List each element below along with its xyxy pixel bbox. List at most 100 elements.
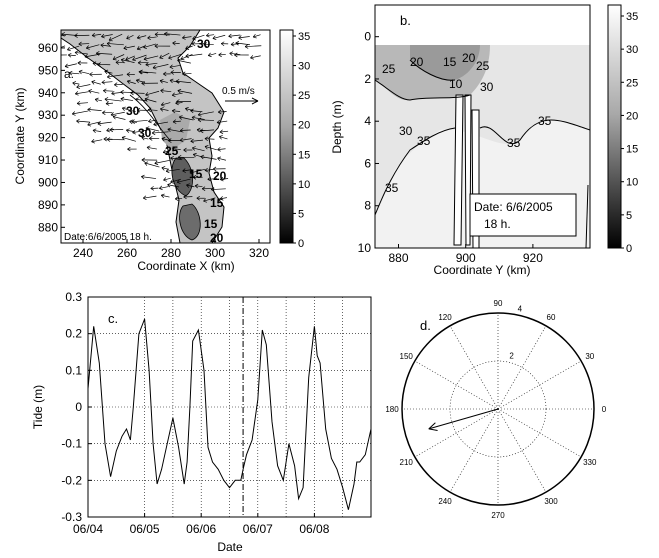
- panel-c-ytick-label: 0.1: [65, 363, 82, 377]
- polar-angle-label: 120: [438, 313, 452, 322]
- polar-angle-label: 150: [400, 352, 414, 361]
- polar-spoke: [415, 361, 498, 409]
- panel-b-contour-label: 35: [538, 114, 552, 128]
- panel-b-xlabel: Coordinate Y (km): [434, 263, 531, 277]
- panel-a-ytick-label: 950: [38, 63, 58, 77]
- panel-a-contour-label: 15: [210, 196, 224, 210]
- polar-angle-label: 60: [547, 313, 556, 322]
- panel-a-xtick-label: 260: [117, 246, 137, 260]
- panel-a-contour-label: 25: [165, 144, 179, 158]
- colorbar-tick-label: 0: [298, 238, 304, 250]
- panel-c-ytick-label: -0.1: [61, 437, 82, 451]
- colorbar-tick-label: 10: [626, 177, 638, 189]
- panel-b-contour-label: 35: [417, 134, 431, 148]
- panel-c-ytick-label: -0.2: [61, 473, 82, 487]
- panel-a-ytick-label: 940: [38, 86, 58, 100]
- colorbar-tick-label: 10: [298, 179, 310, 191]
- polar-radial-label: 2: [509, 352, 514, 361]
- panel-a-ytick-label: 880: [38, 220, 58, 234]
- panel-a-xtick-label: 240: [73, 246, 93, 260]
- polar-spoke: [498, 361, 581, 409]
- panel-b-letter: b.: [400, 13, 411, 28]
- panel-a-contour-label: 20: [213, 169, 227, 183]
- colorbar-tick-label: 15: [626, 144, 638, 156]
- panel-a-contour-label: 30: [197, 37, 211, 51]
- panel-c-xlabel: Date: [217, 540, 243, 553]
- polar-angle-label: 30: [585, 352, 594, 361]
- polar-spoke: [415, 409, 498, 457]
- colorbar-b-bar: [608, 5, 621, 248]
- colorbar-tick-label: 30: [298, 61, 310, 73]
- polar-angle-label: 240: [438, 497, 452, 506]
- panel-a-xtick-label: 280: [161, 246, 181, 260]
- panel-a-xtick-label: 320: [249, 246, 269, 260]
- panel-a-contour-label: 15: [189, 167, 203, 181]
- polar-angle-label: 270: [491, 511, 505, 520]
- panel-b-contour-label: 15: [443, 55, 457, 69]
- panel-b-contour-label: 25: [382, 62, 396, 76]
- colorbar-a-bar: [280, 30, 293, 243]
- panel-a-date-label: Date:6/6/2005 18 h.: [64, 232, 152, 243]
- panel-b-xtick-label: 880: [389, 251, 409, 265]
- panel-b-contour-label: 20: [410, 55, 424, 69]
- panel-a-ytick-label: 910: [38, 153, 58, 167]
- polar-vector: [429, 409, 498, 429]
- panel-c-ytick-label: 0.3: [65, 290, 82, 304]
- panel-b-date-line-1: Date: 6/6/2005: [474, 200, 553, 214]
- colorbar-tick-label: 25: [298, 90, 310, 102]
- panel-d-letter: d.: [420, 318, 431, 333]
- polar-angle-label: 0: [602, 405, 607, 414]
- panel-a-contour-label: 20: [210, 231, 224, 245]
- panel-b-contour-label: 30: [480, 80, 494, 94]
- panel-a-scale-label: 0.5 m/s: [222, 86, 255, 97]
- panel-a-ytick-label: 960: [38, 41, 58, 55]
- panel-b-contour-label: 10: [449, 77, 463, 91]
- colorbar-tick-label: 0: [626, 243, 632, 255]
- panel-c-xtick-label: 06/05: [130, 522, 160, 536]
- polar-angle-label: 330: [583, 458, 597, 467]
- polar-spoke: [498, 409, 581, 457]
- panel-a-contour-label: 30: [138, 126, 152, 140]
- polar-angle-label: 180: [385, 405, 399, 414]
- panel-b-ytick-label: 4: [364, 114, 371, 128]
- panel-b-ytick-label: 2: [364, 72, 371, 86]
- colorbar-tick-label: 20: [298, 120, 310, 132]
- panel-b-ytick-label: 10: [358, 241, 372, 255]
- panel-a-xtick-label: 300: [205, 246, 225, 260]
- panel-b-ylabel: Depth (m): [330, 100, 344, 153]
- colorbar-tick-label: 25: [626, 77, 638, 89]
- panel-c-ytick-label: 0: [75, 400, 82, 414]
- panel-b-ytick-label: 6: [364, 156, 371, 170]
- panel-a-ytick-label: 930: [38, 108, 58, 122]
- polar-spoke: [450, 326, 498, 409]
- colorbar-tick-label: 5: [298, 208, 304, 220]
- panel-c-xtick-label: 06/06: [186, 522, 216, 536]
- panel-b-contour-label: 20: [462, 51, 476, 65]
- polar-spoke: [450, 409, 498, 492]
- colorbar-tick-label: 35: [298, 31, 310, 43]
- panel-b-contour-label: 25: [476, 59, 490, 73]
- polar-radial-label: 4: [518, 304, 523, 313]
- panel-b-contour-label: 35: [385, 181, 399, 195]
- panel-b-ytick-label: 0: [364, 30, 371, 44]
- panel-a-xlabel: Coordinate X (km): [137, 259, 234, 273]
- colorbar-tick-label: 5: [626, 210, 632, 222]
- colorbar-tick-label: 20: [626, 110, 638, 122]
- panel-b-contour-label: 35: [507, 136, 521, 150]
- polar-angle-label: 90: [494, 299, 503, 308]
- panel-a-ytick-label: 900: [38, 175, 58, 189]
- polar-angle-label: 300: [544, 497, 558, 506]
- panel-b-date-line-2: 18 h.: [484, 217, 511, 231]
- panel-b-contour-label: 30: [399, 124, 413, 138]
- polar-spoke: [498, 326, 546, 409]
- panel-b-gap-1: [454, 95, 463, 245]
- panel-c-xtick-label: 06/04: [73, 522, 103, 536]
- panel-c-xtick-label: 06/07: [243, 522, 273, 536]
